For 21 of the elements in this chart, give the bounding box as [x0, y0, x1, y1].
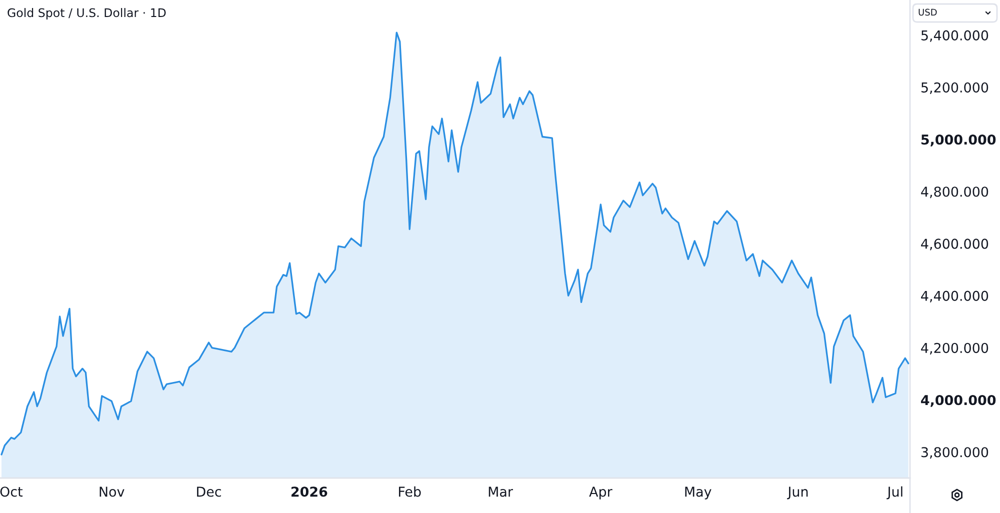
y-tick-label: 5,400.000 — [921, 30, 988, 42]
y-tick-label: 3,800.000 — [921, 447, 988, 459]
x-tick-label: Feb — [398, 486, 421, 497]
y-tick-label: 4,800.000 — [921, 186, 988, 198]
x-tick-label: Mar — [488, 486, 513, 497]
y-tick-label: 4,000.000 — [921, 394, 996, 407]
y-tick-label: 4,600.000 — [921, 238, 988, 250]
x-tick-label: Nov — [100, 486, 124, 497]
y-tick-label: 4,400.000 — [921, 290, 988, 302]
text: Gold Spot / U.S. Dollar · 1D — [8, 8, 166, 20]
x-tick-label: Apr — [589, 486, 612, 500]
x-tick-label: 2026 — [292, 486, 328, 497]
y-tick-label: 5,000.000 — [921, 134, 996, 146]
x-tick-label: Dec — [197, 486, 221, 497]
y-tick-label: 5,200.000 — [921, 82, 988, 94]
y-axis-title: USD — [918, 8, 937, 16]
y-tick-label: 4,200.000 — [921, 342, 988, 354]
x-tick-label: Jul — [886, 486, 902, 500]
x-tick-label: Jun — [787, 486, 808, 500]
x-tick-label: May — [685, 486, 712, 500]
x-tick-label: Oct — [0, 486, 23, 497]
